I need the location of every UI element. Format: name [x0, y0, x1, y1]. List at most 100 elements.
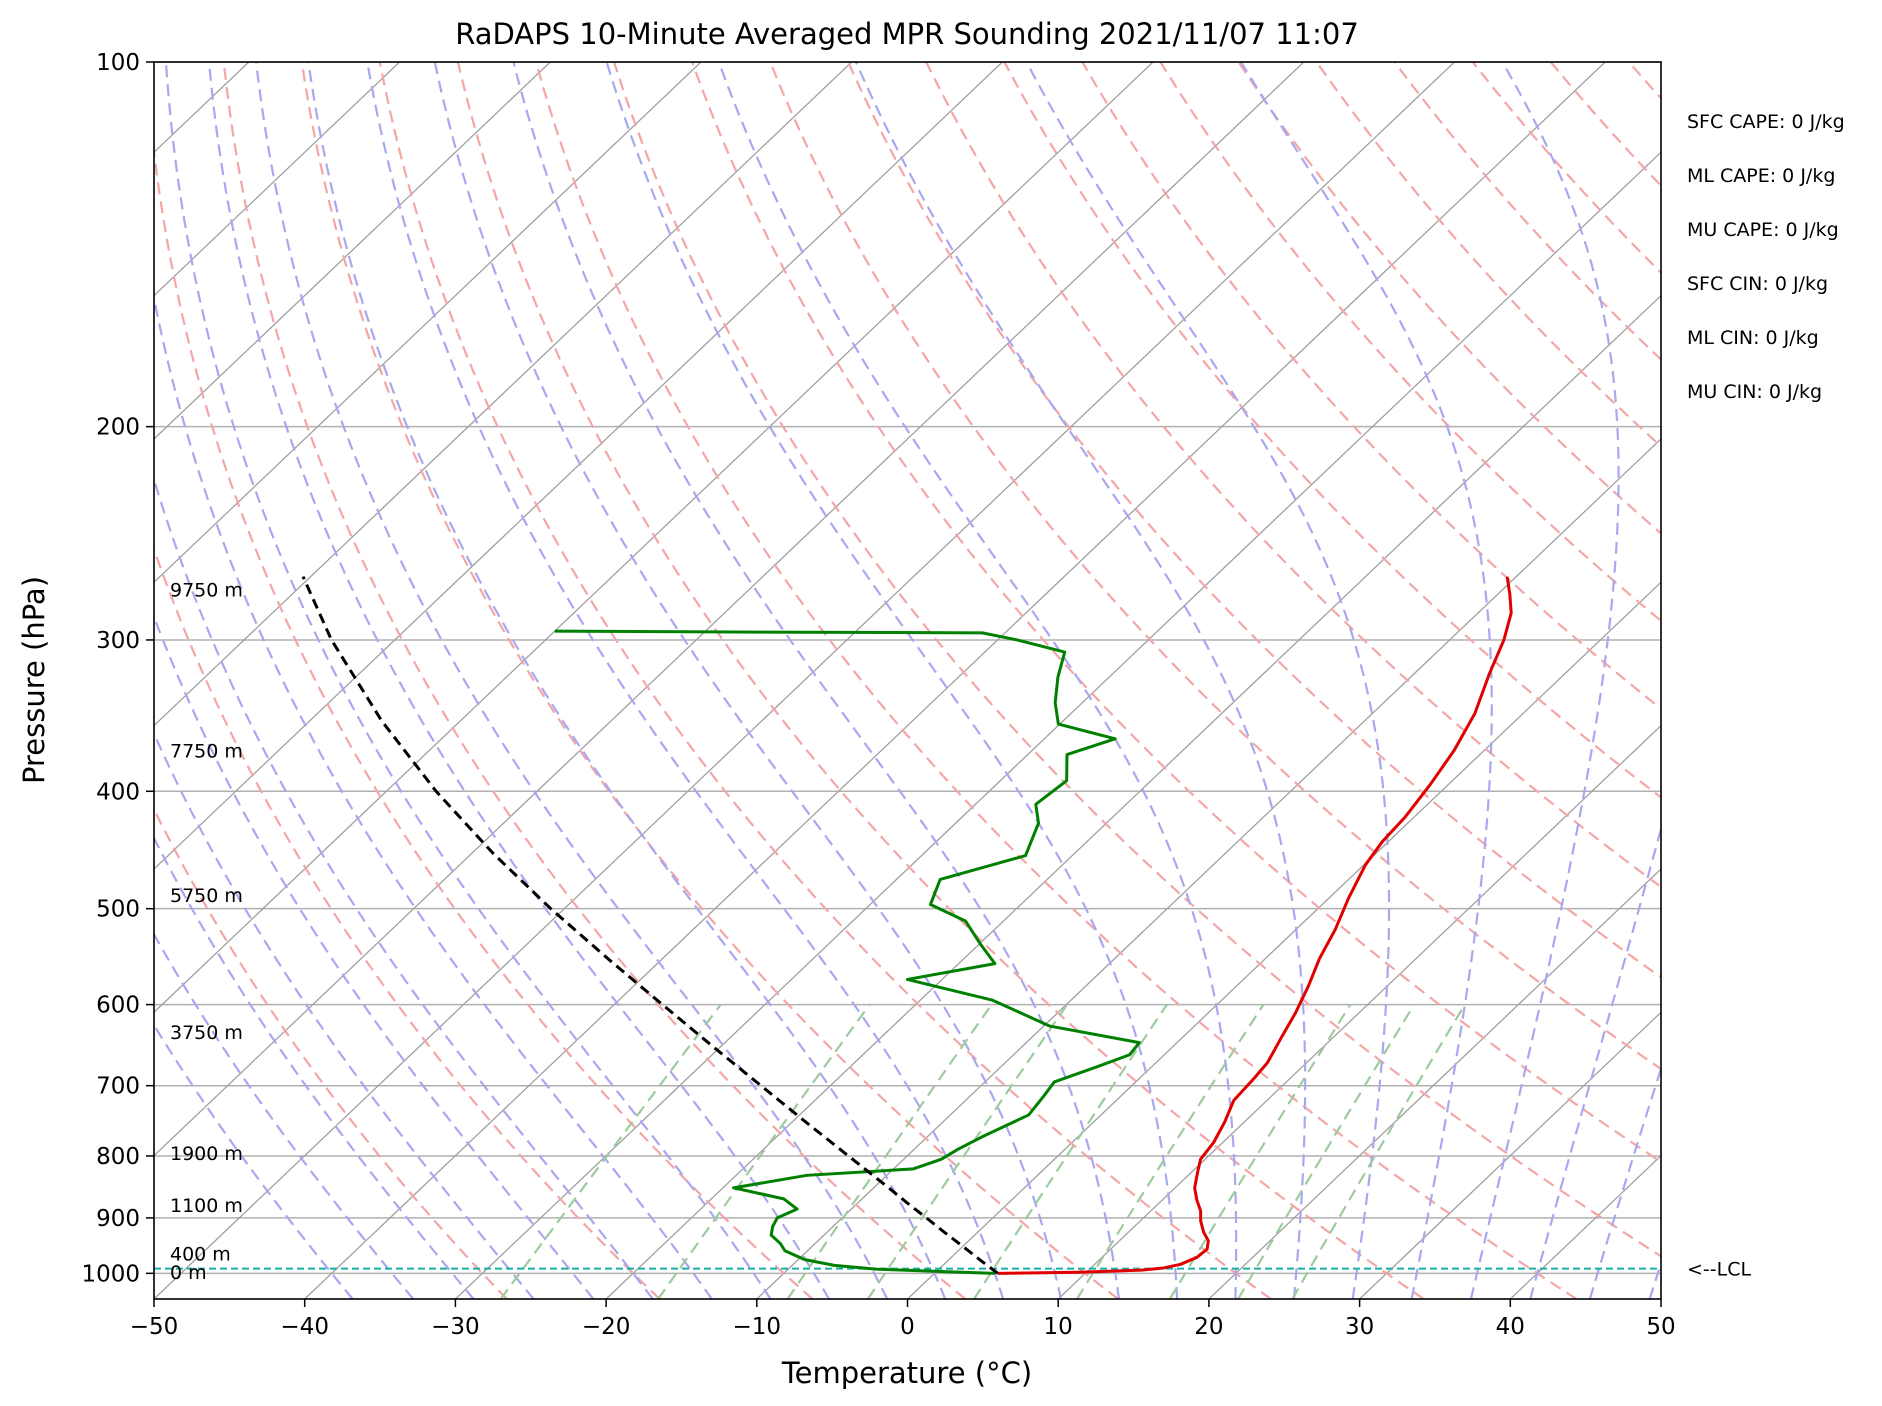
mixing-ratio-line [499, 1003, 722, 1299]
mixing-ratio-line [973, 1003, 1168, 1299]
lcl-label: <--LCL [1687, 1259, 1751, 1281]
moist-adiabat-line [512, 62, 1121, 1299]
dry-adiabat-line [300, 62, 1119, 1299]
index-annotation: MU CIN: 0 J/kg [1687, 381, 1822, 403]
y-tick-label: 500 [96, 897, 140, 923]
moist-adiabat-line [307, 62, 947, 1299]
moist-adiabat-line [164, 62, 772, 1299]
chart-title: RaDAPS 10-Minute Averaged MPR Sounding 2… [455, 17, 1359, 51]
moist-adiabat-lines [154, 62, 1661, 1299]
isotherm-line [907, 581, 1661, 1299]
isotherm-line [154, 62, 853, 727]
height-label: 3750 m [170, 1022, 243, 1044]
x-tick-label: 40 [1496, 1314, 1525, 1340]
mixing-ratio-line [657, 1003, 871, 1299]
dry-adiabat-line [222, 62, 966, 1299]
mixing-ratio-line [866, 1003, 1069, 1299]
moist-adiabat-line [717, 62, 1238, 1299]
sounding-series [301, 576, 1513, 1275]
isotherm-line [154, 62, 1305, 1157]
moist-adiabat-line [154, 731, 535, 1299]
y-tick-label: 700 [96, 1074, 140, 1100]
isotherm-line [154, 62, 1154, 1014]
moist-adiabat-line [255, 62, 889, 1299]
height-label: 7750 m [170, 741, 243, 763]
moist-adiabat-line [207, 62, 830, 1299]
height-label: 9750 m [170, 579, 243, 601]
x-tick-label: 30 [1345, 1314, 1374, 1340]
y-axis-ticks: 100 200 300 400 500 600 700 800 900 1000 [81, 50, 154, 1287]
height-label: 0 m [170, 1262, 207, 1284]
y-tick-label: 100 [96, 50, 140, 76]
dry-adiabat-line [925, 62, 1661, 889]
index-annotation: SFC CIN: 0 J/kg [1687, 273, 1828, 295]
mixing-ratio-line [1076, 1004, 1265, 1299]
plot-area [154, 62, 1661, 1299]
height-label: 5750 m [170, 885, 243, 907]
y-tick-label: 900 [96, 1206, 140, 1232]
isotherm-line [605, 294, 1661, 1299]
moist-adiabat-line [154, 292, 713, 1299]
y-tick-label: 600 [96, 993, 140, 1019]
height-label: 1900 m [170, 1143, 243, 1165]
y-axis-label: Pressure (hPa) [17, 576, 51, 784]
x-axis-label: Temperature (°C) [781, 1356, 1032, 1390]
mixing-ratio-line [1237, 1004, 1416, 1299]
index-annotation: SFC CAPE: 0 J/kg [1687, 111, 1845, 133]
dry-adiabat-line [534, 62, 1578, 1299]
x-tick-label: −20 [582, 1314, 631, 1340]
y-tick-label: 800 [96, 1144, 140, 1170]
dry-adiabat-lines [154, 62, 1661, 1299]
dry-adiabat-line [378, 62, 1272, 1299]
x-tick-label: 0 [900, 1314, 915, 1340]
y-tick-label: 200 [96, 415, 140, 441]
dewpoint-line [554, 629, 1141, 1275]
x-tick-label: 20 [1194, 1314, 1223, 1340]
moist-adiabat-line [1240, 62, 1493, 1299]
index-annotation: ML CIN: 0 J/kg [1687, 327, 1819, 349]
isotherm-line [154, 62, 702, 584]
mixing-ratio-line [1291, 1004, 1466, 1299]
moist-adiabat-line [154, 613, 595, 1299]
isotherm-line [154, 62, 401, 297]
moist-adiabat-line [1025, 62, 1391, 1299]
height-label: 400 m [170, 1244, 231, 1266]
isotherm-line [154, 62, 551, 440]
parcel-line [301, 576, 999, 1275]
height-label: 1100 m [170, 1195, 243, 1217]
isotherm-line [154, 62, 1003, 870]
isotherm-line [1057, 724, 1661, 1299]
y-tick-label: 300 [96, 628, 140, 654]
index-annotations: SFC CAPE: 0 J/kg ML CAPE: 0 J/kg MU CAPE: … [1687, 111, 1845, 403]
x-tick-label: −50 [130, 1314, 179, 1340]
dry-adiabat-line [1003, 62, 1661, 799]
x-tick-label: −10 [733, 1314, 782, 1340]
index-annotation: MU CAPE: 0 J/kg [1687, 219, 1839, 241]
moist-adiabat-line [854, 62, 1307, 1299]
isotherm-line [454, 151, 1661, 1299]
x-tick-label: 10 [1044, 1314, 1073, 1340]
moist-adiabat-line [154, 475, 654, 1299]
y-tick-label: 400 [96, 779, 140, 805]
moist-adiabat-line [1469, 62, 1620, 1299]
x-axis-ticks: −50 −40 −30 −20 −10 0 10 20 30 40 50 [130, 1299, 1676, 1340]
isotherm-line [154, 62, 1455, 1299]
dry-adiabat-line [154, 142, 814, 1299]
isotherm-line [1359, 1011, 1661, 1299]
y-tick-label: 1000 [81, 1261, 140, 1287]
isotherm-line [304, 62, 1606, 1299]
isotherm-line [1208, 868, 1661, 1299]
dry-adiabat-line [612, 62, 1661, 1258]
temperature-line [997, 576, 1513, 1275]
moist-adiabat-line [433, 62, 1063, 1299]
x-tick-label: −30 [431, 1314, 480, 1340]
x-tick-label: −40 [280, 1314, 329, 1340]
dry-adiabat-line [1081, 62, 1661, 711]
dry-adiabat-line [154, 545, 661, 1299]
index-annotation: ML CAPE: 0 J/kg [1687, 165, 1835, 187]
dry-adiabat-line [154, 806, 508, 1299]
moist-adiabat-line [605, 62, 1179, 1299]
